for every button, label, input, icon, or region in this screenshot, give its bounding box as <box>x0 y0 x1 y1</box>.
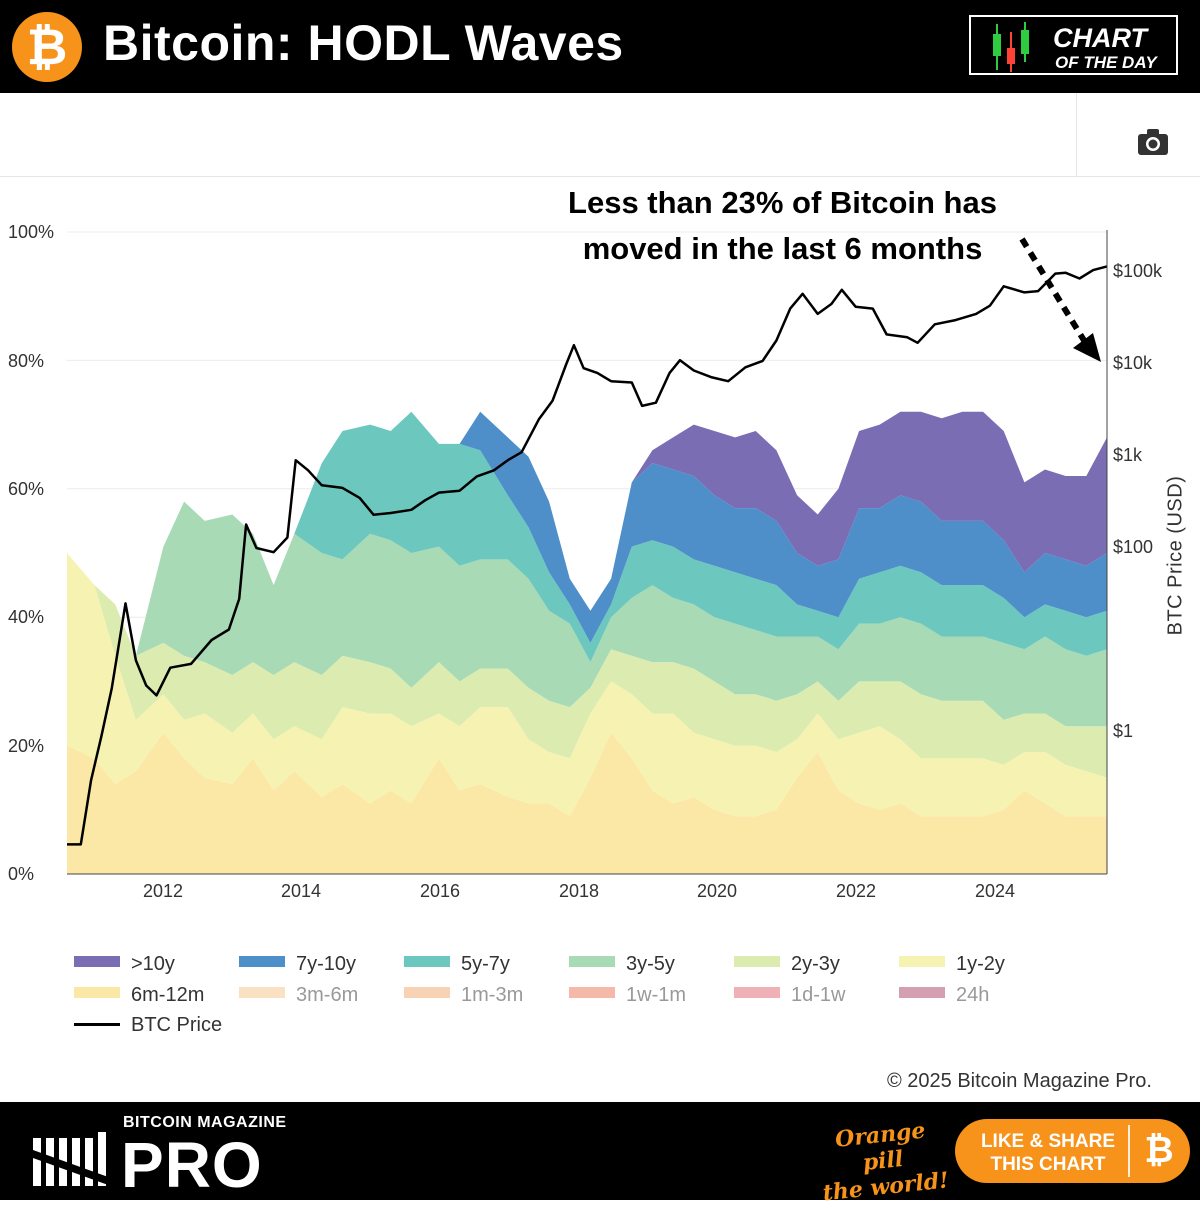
legend-label: 1y-2y <box>956 953 1005 975</box>
legend-item[interactable]: 1y-2y <box>899 953 1005 976</box>
area-series <box>67 553 1107 778</box>
y-tick-label: 100% <box>8 222 55 242</box>
legend-label: 1w-1m <box>626 984 687 1006</box>
legend-item[interactable]: 7y-10y <box>239 953 357 976</box>
like-share-button[interactable]: LIKE & SHARE THIS CHART ₿ <box>955 1119 1190 1183</box>
legend-swatch <box>74 987 120 998</box>
legend-label: 2y-3y <box>791 953 840 975</box>
legend-label: 3m-6m <box>296 984 359 1006</box>
legend-label: 24h <box>956 984 990 1006</box>
legend-item[interactable]: 3y-5y <box>569 953 675 976</box>
annotation-arrow <box>1019 237 1101 362</box>
header-bar: ₿ Bitcoin: HODL Waves CHART OF THE DAY <box>0 0 1200 93</box>
legend-item[interactable]: 24h <box>899 984 990 1007</box>
y2-tick-label: $10k <box>1113 353 1153 373</box>
bitcoin-icon: ₿ <box>1144 1130 1174 1171</box>
x-tick-label: 2014 <box>280 881 322 901</box>
area-series <box>67 411 1107 663</box>
slogan: Orange pill the world! <box>814 1115 951 1206</box>
y2-axis-label: BTC Price (USD) <box>1164 475 1187 636</box>
legend-swatch <box>569 987 615 998</box>
area-series <box>67 501 1107 727</box>
camera-icon[interactable] <box>1136 126 1170 158</box>
legend-item[interactable]: 1d-1w <box>734 984 846 1007</box>
legend-swatch <box>74 956 120 967</box>
area-layers <box>67 411 1107 874</box>
x-tick-label: 2022 <box>835 881 877 901</box>
y2-tick-label: $1k <box>1113 445 1143 465</box>
annotation-text: Less than 23% of Bitcoin has moved in th… <box>500 180 1065 272</box>
legend-item[interactable]: 2y-3y <box>734 953 840 976</box>
legend-line-swatch <box>74 1023 120 1026</box>
y-tick-label: 60% <box>8 479 45 499</box>
area-series <box>67 411 1107 656</box>
y-tick-label: 80% <box>8 351 45 371</box>
page-title: Bitcoin: HODL Waves <box>103 15 624 71</box>
legend-item[interactable]: 1w-1m <box>569 984 687 1007</box>
y2-tick-label: $100 <box>1113 537 1154 557</box>
bitcoin-magazine-logo-icon <box>33 1132 111 1186</box>
legend-swatch <box>734 956 780 967</box>
axes <box>67 230 1108 875</box>
y2-tick-label: $100k <box>1113 261 1163 281</box>
legend-item[interactable]: >10y <box>74 953 175 976</box>
chart-of-the-day-badge: CHART OF THE DAY <box>969 15 1178 75</box>
bitcoin-logo-icon: ₿ <box>12 12 82 82</box>
legend-label: >10y <box>131 953 175 975</box>
legend-label: 1d-1w <box>791 984 846 1006</box>
legend-swatch <box>239 956 285 967</box>
candlestick-icon <box>993 22 1029 72</box>
legend-label: 1m-3m <box>461 984 524 1006</box>
y-tick-label: 0% <box>8 864 35 884</box>
legend-item[interactable]: 1m-3m <box>404 984 524 1007</box>
annotation-line-1: Less than 23% of Bitcoin has <box>568 185 997 220</box>
badge-line-2: OF THE DAY <box>1055 53 1157 72</box>
legend-item[interactable]: BTC Price <box>74 1014 223 1037</box>
legend-item[interactable]: 5y-7y <box>404 953 510 976</box>
area-series <box>67 411 1107 656</box>
legend-swatch <box>404 956 450 967</box>
toolbar-divider <box>1076 93 1077 176</box>
legend-label: BTC Price <box>131 1014 223 1036</box>
price-line-group <box>67 265 1108 846</box>
x-tick-label: 2016 <box>419 881 461 901</box>
legend-swatch <box>899 987 945 998</box>
x-tick-label: 2020 <box>696 881 738 901</box>
share-line-1: LIKE & SHARE <box>980 1131 1116 1152</box>
btc-price-line <box>67 265 1108 846</box>
legend-swatch <box>239 987 285 998</box>
annotation-line-2: moved in the last 6 months <box>582 231 983 266</box>
x-tick-label: 2012 <box>142 881 184 901</box>
footer-bar: BITCOIN MAGAZINE PRO Orange pill the wor… <box>0 1102 1200 1206</box>
legend-label: 6m-12m <box>131 984 205 1006</box>
brand-pro-text: PRO <box>121 1129 263 1201</box>
legend-item[interactable]: 6m-12m <box>74 984 205 1007</box>
y2-tick-label: $1 <box>1113 721 1134 741</box>
legend-label: 3y-5y <box>626 953 675 975</box>
area-series <box>67 553 1107 817</box>
legend-swatch <box>569 956 615 967</box>
legend-swatch <box>404 987 450 998</box>
brand-small-text: BITCOIN MAGAZINE <box>123 1114 287 1131</box>
legend-label: 5y-7y <box>461 953 510 975</box>
y-tick-label: 40% <box>8 607 45 627</box>
badge-line-1: CHART <box>1053 23 1147 53</box>
y-tick-label: 20% <box>8 736 45 756</box>
share-button-divider <box>1128 1125 1130 1177</box>
toolbar-bottom-border <box>0 176 1200 177</box>
legend-item[interactable]: 3m-6m <box>239 984 359 1007</box>
legend-swatch <box>899 956 945 967</box>
share-button-label: LIKE & SHARE THIS CHART <box>973 1130 1123 1176</box>
legend-swatch <box>734 987 780 998</box>
copyright-text: © 2025 Bitcoin Magazine Pro. <box>887 1070 1152 1092</box>
x-tick-label: 2024 <box>974 881 1016 901</box>
legend-label: 7y-10y <box>296 953 357 975</box>
area-series <box>67 732 1107 874</box>
share-line-2: THIS CHART <box>990 1154 1106 1175</box>
x-tick-label: 2018 <box>558 881 600 901</box>
